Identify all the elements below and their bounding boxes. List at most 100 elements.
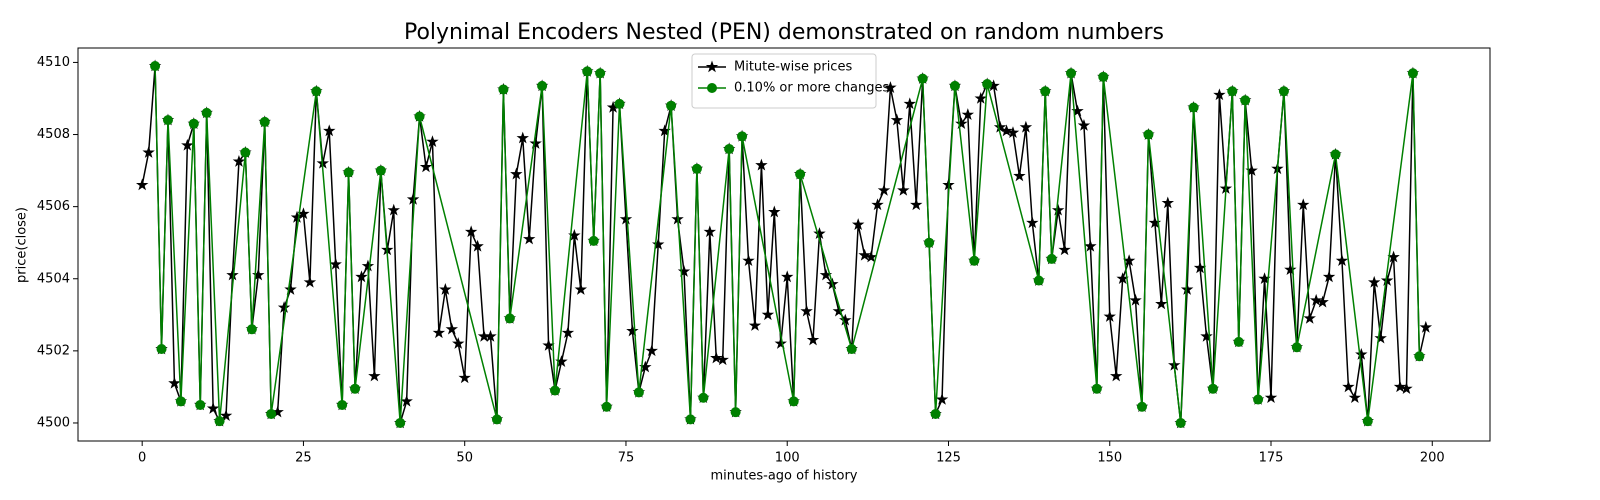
circle-marker (601, 401, 612, 412)
circle-marker (350, 383, 361, 394)
star-marker (974, 91, 987, 104)
circle-marker (175, 396, 186, 407)
star-marker (877, 183, 891, 196)
star-marker (1155, 297, 1168, 310)
star-marker (1026, 216, 1039, 229)
circle-marker (788, 396, 799, 407)
circle-marker (1291, 342, 1302, 353)
circle-marker (1233, 336, 1244, 347)
star-marker (406, 192, 420, 205)
circle-marker (1046, 253, 1057, 264)
star-marker (755, 158, 768, 171)
star-marker (677, 265, 691, 277)
plot-frame (77, 47, 1491, 442)
star-marker (523, 232, 536, 245)
circle-marker (162, 115, 173, 126)
y-tick-label: 4508 (37, 127, 70, 142)
star-marker (1297, 198, 1310, 211)
star-marker (1342, 380, 1355, 393)
star-marker (1084, 239, 1097, 252)
circle-marker (156, 344, 167, 355)
star-marker (1322, 270, 1336, 283)
star-marker (1419, 320, 1433, 333)
star-marker (884, 81, 897, 93)
circle-marker (982, 79, 993, 90)
circle-marker (614, 98, 625, 109)
star-marker (1368, 275, 1381, 288)
star-marker (832, 304, 846, 317)
star-marker (1000, 124, 1013, 137)
x-tick-label: 150 (1097, 451, 1122, 466)
star-marker (935, 393, 949, 405)
star-marker (1109, 369, 1123, 382)
star-marker (1180, 283, 1194, 295)
star-marker (1264, 391, 1278, 404)
circle-marker (846, 344, 857, 355)
circle-marker (1033, 275, 1044, 286)
star-marker (705, 60, 719, 73)
circle-marker (582, 66, 593, 77)
circle-marker (795, 169, 806, 180)
star-marker (1051, 203, 1065, 216)
circle-marker (414, 111, 425, 122)
star-marker (1019, 120, 1033, 133)
circle-marker (1414, 351, 1425, 362)
star-marker (471, 239, 484, 252)
circle-marker (737, 131, 748, 142)
star-marker (813, 227, 826, 239)
star-marker (1077, 118, 1091, 131)
y-tick-label: 4502 (37, 343, 70, 358)
star-marker (864, 250, 878, 263)
circle-marker (240, 147, 251, 158)
star-marker (510, 167, 523, 180)
circle-marker (246, 324, 257, 335)
circle-marker (1091, 383, 1102, 394)
circle-marker (1207, 383, 1218, 394)
circle-marker (266, 408, 277, 419)
star-marker (1309, 293, 1323, 306)
circle-marker (595, 68, 606, 79)
star-marker (903, 97, 916, 110)
star-marker (290, 210, 304, 223)
x-tick-label: 75 (618, 451, 635, 466)
star-marker (1161, 196, 1175, 209)
circle-marker (691, 163, 702, 174)
star-marker (1284, 263, 1297, 276)
star-marker (400, 394, 413, 407)
circle-marker (633, 387, 644, 398)
circle-marker (698, 392, 709, 403)
star-marker (1355, 347, 1368, 360)
circle-marker (491, 414, 502, 425)
circle-marker (1098, 71, 1109, 82)
circle-marker (1278, 86, 1289, 97)
circle-marker (1362, 416, 1373, 427)
circle-marker (537, 80, 548, 91)
circle-marker (969, 255, 980, 266)
star-marker (1006, 126, 1020, 139)
x-tick-label: 100 (775, 451, 800, 466)
circle-marker (188, 118, 199, 129)
star-marker (284, 283, 297, 295)
star-marker (961, 108, 975, 120)
star-marker (432, 326, 446, 339)
star-marker (703, 225, 717, 238)
star-marker (329, 257, 342, 270)
y-tick-label: 4504 (37, 271, 70, 286)
x-axis-label: minutes-ago of history (711, 469, 858, 484)
star-marker (1374, 331, 1387, 344)
circle-marker (1040, 86, 1051, 97)
star-marker (1103, 310, 1116, 322)
star-marker (516, 131, 529, 144)
circle-marker (195, 399, 206, 410)
circle-marker (311, 86, 322, 97)
y-tick-label: 4510 (37, 55, 70, 70)
star-marker (1303, 311, 1316, 324)
star-marker (1400, 382, 1413, 395)
star-marker (1013, 169, 1026, 182)
star-marker (716, 353, 729, 366)
star-marker (484, 329, 497, 342)
star-marker (800, 304, 813, 317)
star-marker (387, 203, 400, 216)
circle-marker (375, 165, 386, 176)
circle-marker (949, 80, 960, 91)
